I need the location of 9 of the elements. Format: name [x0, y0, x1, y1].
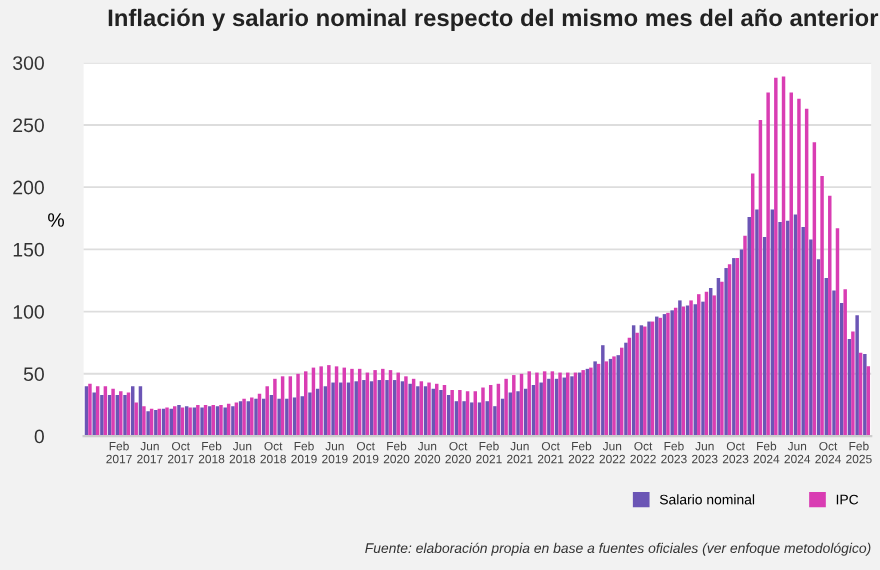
y-tick-label: 300	[13, 56, 44, 70]
chart-title: Inflación y salario nominal respecto del mismo mes del año anterior	[108, 8, 879, 32]
y-tick-label: 200	[13, 180, 44, 195]
y-tick-label: 0	[34, 429, 44, 444]
y-tick-label: 50	[23, 367, 44, 382]
y-tick-label: 100	[13, 305, 44, 319]
y-tick-label: 150	[13, 242, 44, 257]
y-axis-title: %	[48, 213, 64, 227]
y-tick-label: 250	[13, 118, 44, 133]
